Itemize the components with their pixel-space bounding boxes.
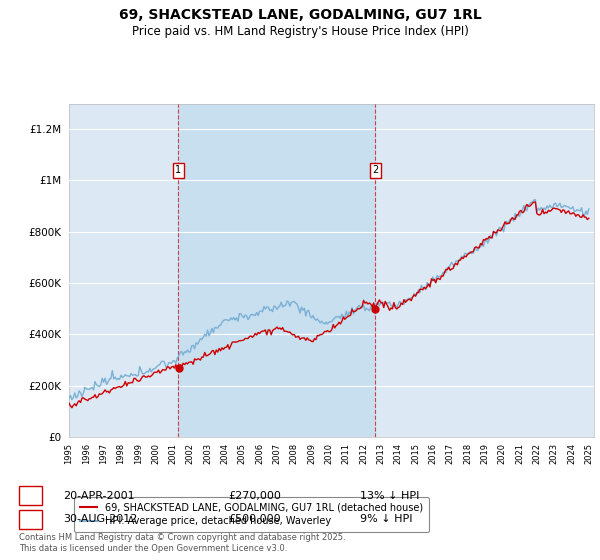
Text: Price paid vs. HM Land Registry's House Price Index (HPI): Price paid vs. HM Land Registry's House …	[131, 25, 469, 38]
Text: 2: 2	[27, 514, 34, 524]
Text: 1: 1	[27, 491, 34, 501]
Text: 1: 1	[175, 165, 181, 175]
Text: 30-AUG-2012: 30-AUG-2012	[63, 514, 137, 524]
Text: 13% ↓ HPI: 13% ↓ HPI	[360, 491, 419, 501]
Text: 9% ↓ HPI: 9% ↓ HPI	[360, 514, 413, 524]
Text: 69, SHACKSTEAD LANE, GODALMING, GU7 1RL: 69, SHACKSTEAD LANE, GODALMING, GU7 1RL	[119, 8, 481, 22]
Text: £270,000: £270,000	[228, 491, 281, 501]
Bar	[178, 104, 375, 437]
Text: 20-APR-2001: 20-APR-2001	[63, 491, 134, 501]
Text: 2: 2	[372, 165, 378, 175]
Text: Contains HM Land Registry data © Crown copyright and database right 2025.
This d: Contains HM Land Registry data © Crown c…	[19, 533, 346, 553]
Text: £500,000: £500,000	[228, 514, 281, 524]
Legend: 69, SHACKSTEAD LANE, GODALMING, GU7 1RL (detached house), HPI: Average price, de: 69, SHACKSTEAD LANE, GODALMING, GU7 1RL …	[74, 497, 429, 532]
